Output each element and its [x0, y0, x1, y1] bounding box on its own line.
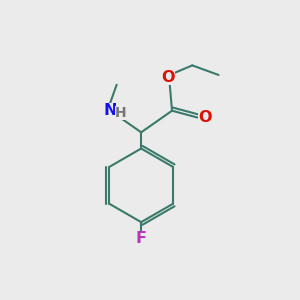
Text: O: O: [161, 70, 175, 85]
Text: F: F: [136, 231, 147, 246]
Text: N: N: [103, 103, 117, 118]
Text: H: H: [115, 106, 127, 120]
Text: O: O: [198, 110, 212, 125]
